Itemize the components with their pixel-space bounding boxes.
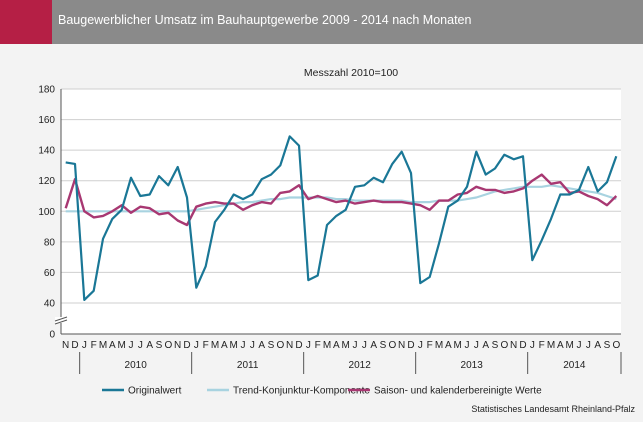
y-tick-label: 60 (44, 268, 56, 279)
x-tick-label: J (474, 340, 479, 351)
x-tick-label: M (323, 340, 331, 351)
series-line (64, 173, 618, 227)
x-tick-label: A (482, 340, 489, 351)
x-tick-label: A (146, 340, 153, 351)
axis-break-gap (55, 317, 67, 323)
year-label: 2012 (349, 360, 372, 371)
x-tick-label: M (547, 340, 555, 351)
x-tick-label: J (418, 340, 423, 351)
axis-break-mark (54, 319, 68, 325)
x-tick-label: O (500, 340, 508, 351)
x-tick-label: J (465, 340, 470, 351)
x-tick-label: J (530, 340, 535, 351)
x-tick-label: A (370, 340, 377, 351)
year-label: 2010 (125, 360, 148, 371)
x-tick-label: J (138, 340, 143, 351)
x-tick-label: J (82, 340, 87, 351)
legend-label: Saison- und kalenderbereinigte Werte (374, 386, 542, 397)
x-tick-label: O (276, 340, 284, 351)
x-tick-label: J (306, 340, 311, 351)
x-tick-label: M (117, 340, 125, 351)
x-tick-label: J (194, 340, 199, 351)
x-tick-label: D (71, 340, 78, 351)
x-tick-label: J (353, 340, 358, 351)
x-tick-label: N (286, 340, 293, 351)
x-tick-label: O (164, 340, 172, 351)
y-tick-label: 100 (38, 207, 55, 218)
x-tick-label: M (565, 340, 573, 351)
chart-header: Baugewerblicher Umsatz im Bauhauptgewerb… (0, 0, 643, 44)
year-label: 2011 (237, 360, 259, 371)
y-tick-label: 40 (44, 299, 56, 310)
x-tick-label: A (445, 340, 452, 351)
x-tick-label: F (315, 340, 321, 351)
x-tick-label: N (398, 340, 405, 351)
y-tick-label: 180 (38, 85, 55, 96)
x-tick-label: N (510, 340, 517, 351)
x-tick-label: S (492, 340, 499, 351)
x-tick-label: J (129, 340, 134, 351)
line-chart: 0 40 60 80 100 120 140 160 180 Messzahl 2010=100 N… (38, 67, 622, 397)
x-tick-label: A (109, 340, 116, 351)
x-tick-label: A (333, 340, 340, 351)
x-tick-label: D (519, 340, 526, 351)
x-tick-label: M (453, 340, 461, 351)
x-tick-label: M (435, 340, 443, 351)
x-tick-label: N (174, 340, 181, 351)
x-tick-label: S (268, 340, 275, 351)
x-tick-label: F (203, 340, 209, 351)
x-tick-label: M (341, 340, 349, 351)
x-tick-label: F (539, 340, 545, 351)
header-accent-block (0, 0, 52, 44)
x-tick-label: O (612, 340, 620, 351)
series-line (65, 135, 618, 301)
x-tick-label: J (586, 340, 591, 351)
y-tick-label: 160 (38, 115, 55, 126)
x-tick-label: S (380, 340, 387, 351)
year-label: 2014 (563, 360, 586, 371)
y-tick-label: 80 (44, 237, 56, 248)
x-tick-label: D (295, 340, 302, 351)
year-label: 2013 (461, 360, 484, 371)
x-tick-label: D (407, 340, 414, 351)
x-tick-label: D (183, 340, 190, 351)
x-tick-label: A (258, 340, 265, 351)
legend-label: Trend-Konjunktur-Komponente (233, 386, 370, 397)
x-tick-label: A (594, 340, 601, 351)
axis-break-mark (54, 316, 68, 322)
x-tick-label: J (250, 340, 255, 351)
y-tick-label: 140 (38, 146, 55, 157)
x-tick-label: M (99, 340, 107, 351)
y-tick-label: 0 (49, 330, 55, 341)
y-tick-label: 120 (38, 176, 55, 187)
x-tick-label: A (557, 340, 564, 351)
x-tick-label: N (62, 340, 69, 351)
x-tick-label: M (211, 340, 219, 351)
x-tick-label: S (604, 340, 611, 351)
chart-subtitle: Messzahl 2010=100 (304, 67, 398, 79)
x-tick-label: F (91, 340, 97, 351)
chart-title: Baugewerblicher Umsatz im Bauhauptgewerb… (58, 13, 472, 27)
x-tick-label: A (221, 340, 228, 351)
x-tick-label: M (229, 340, 237, 351)
x-tick-label: F (427, 340, 433, 351)
legend-label: Originalwert (128, 386, 182, 397)
x-tick-label: S (156, 340, 163, 351)
source-note: Statistisches Landesamt Rheinland-Pfalz (471, 404, 635, 414)
x-tick-label: J (577, 340, 582, 351)
x-tick-label: J (241, 340, 246, 351)
x-tick-label: O (388, 340, 396, 351)
x-tick-label: J (362, 340, 367, 351)
